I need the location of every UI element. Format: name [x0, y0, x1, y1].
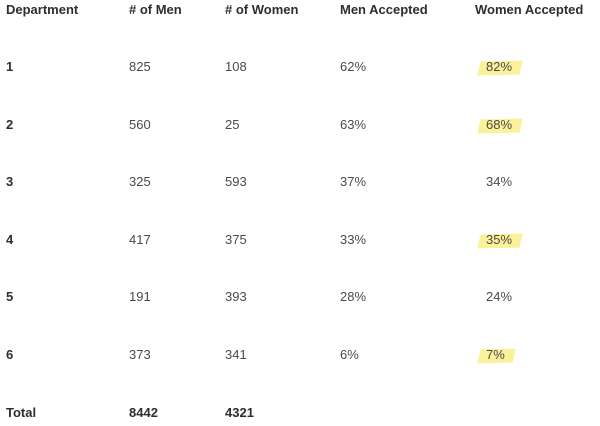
- women-count-cell: 108: [225, 59, 247, 74]
- table-row: 3 325 593 37% 34%: [0, 172, 600, 192]
- men-accepted-cell: 37%: [340, 174, 367, 189]
- women-count-cell: 341: [225, 347, 247, 362]
- header-men-accepted: Men Accepted: [340, 2, 428, 17]
- department-cell: 2: [6, 117, 14, 132]
- women-accepted-cell: 7%: [486, 345, 509, 365]
- table-row: 5 191 393 28% 24%: [0, 287, 600, 307]
- men-count-cell: 325: [129, 174, 151, 189]
- table-row: 6 373 341 6% 7%: [0, 345, 600, 365]
- table-header-row: Department # of Men # of Women Men Accep…: [0, 0, 600, 20]
- women-accepted-cell: 24%: [486, 289, 513, 304]
- department-cell: 6: [6, 347, 14, 362]
- header-men-count: # of Men: [129, 2, 182, 17]
- women-count-cell: 375: [225, 232, 247, 247]
- highlight-marker: 7%: [482, 345, 509, 365]
- men-count-cell: 417: [129, 232, 151, 247]
- women-accepted-cell: 68%: [486, 115, 516, 135]
- highlight-marker: 35%: [482, 230, 516, 250]
- highlight-marker: 82%: [482, 57, 516, 77]
- men-accepted-cell: 63%: [340, 117, 367, 132]
- men-accepted-cell: 6%: [340, 347, 359, 362]
- women-accepted-cell: 35%: [486, 230, 516, 250]
- women-count-cell: 25: [225, 117, 240, 132]
- men-accepted-cell: 33%: [340, 232, 367, 247]
- total-women: 4321: [225, 405, 254, 420]
- women-count-cell: 393: [225, 289, 247, 304]
- women-count-cell: 593: [225, 174, 247, 189]
- women-accepted-cell: 34%: [486, 174, 513, 189]
- header-women-count: # of Women: [225, 2, 299, 17]
- men-accepted-cell: 62%: [340, 59, 367, 74]
- table-row: 2 560 25 63% 68%: [0, 115, 600, 135]
- table-row: 1 825 108 62% 82%: [0, 57, 600, 77]
- men-count-cell: 825: [129, 59, 151, 74]
- men-count-cell: 373: [129, 347, 151, 362]
- men-count-cell: 191: [129, 289, 151, 304]
- department-cell: 1: [6, 59, 14, 74]
- header-department: Department: [6, 2, 79, 17]
- highlight-marker: 68%: [482, 115, 516, 135]
- department-cell: 3: [6, 174, 14, 189]
- department-cell: 5: [6, 289, 14, 304]
- men-count-cell: 560: [129, 117, 151, 132]
- table-row: 4 417 375 33% 35%: [0, 230, 600, 250]
- header-women-accepted: Women Accepted: [475, 2, 584, 17]
- women-accepted-cell: 82%: [486, 57, 516, 77]
- total-label: Total: [6, 405, 37, 420]
- men-accepted-cell: 28%: [340, 289, 367, 304]
- table-total-row: Total 8442 4321: [0, 403, 600, 423]
- total-men: 8442: [129, 405, 158, 420]
- department-cell: 4: [6, 232, 14, 247]
